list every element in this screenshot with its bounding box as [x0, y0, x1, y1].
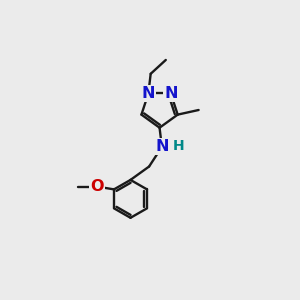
Text: O: O — [91, 179, 104, 194]
Text: N: N — [142, 86, 155, 101]
Text: N: N — [164, 86, 178, 101]
Text: H: H — [173, 139, 185, 153]
Text: N: N — [155, 140, 169, 154]
